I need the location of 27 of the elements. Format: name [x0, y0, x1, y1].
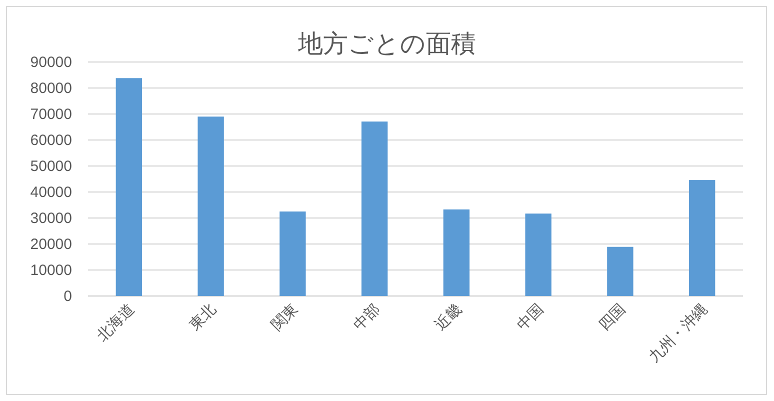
y-tick-label: 50000 — [30, 158, 72, 175]
y-tick-label: 80000 — [30, 80, 72, 97]
y-tick-label: 90000 — [30, 54, 72, 71]
x-tick-label: 四国 — [596, 300, 630, 334]
bar — [688, 180, 716, 296]
bar — [198, 116, 224, 296]
y-tick-label: 30000 — [30, 210, 72, 227]
x-tick-label: 中部 — [350, 300, 384, 334]
bar — [361, 122, 388, 296]
y-tick-label: 0 — [64, 288, 72, 305]
bar — [607, 246, 634, 296]
x-tick-label: 東北 — [186, 300, 220, 334]
bar — [443, 209, 470, 296]
x-tick-label: 中国 — [514, 300, 548, 334]
x-tick-label: 九州・沖縄 — [646, 300, 711, 366]
y-tick-label: 60000 — [30, 132, 72, 149]
y-tick-label: 10000 — [30, 262, 72, 279]
y-tick-label: 20000 — [30, 236, 72, 253]
bar — [525, 214, 552, 296]
x-tick-label: 近畿 — [432, 300, 466, 334]
x-tick-label: 北海道 — [94, 300, 138, 345]
bar — [280, 212, 306, 296]
bar — [116, 78, 142, 296]
x-tick-label: 関東 — [268, 300, 302, 334]
chart-title: 地方ごとの面積 — [297, 30, 476, 58]
y-tick-label: 70000 — [30, 106, 72, 123]
y-tick-label: 40000 — [30, 184, 72, 201]
